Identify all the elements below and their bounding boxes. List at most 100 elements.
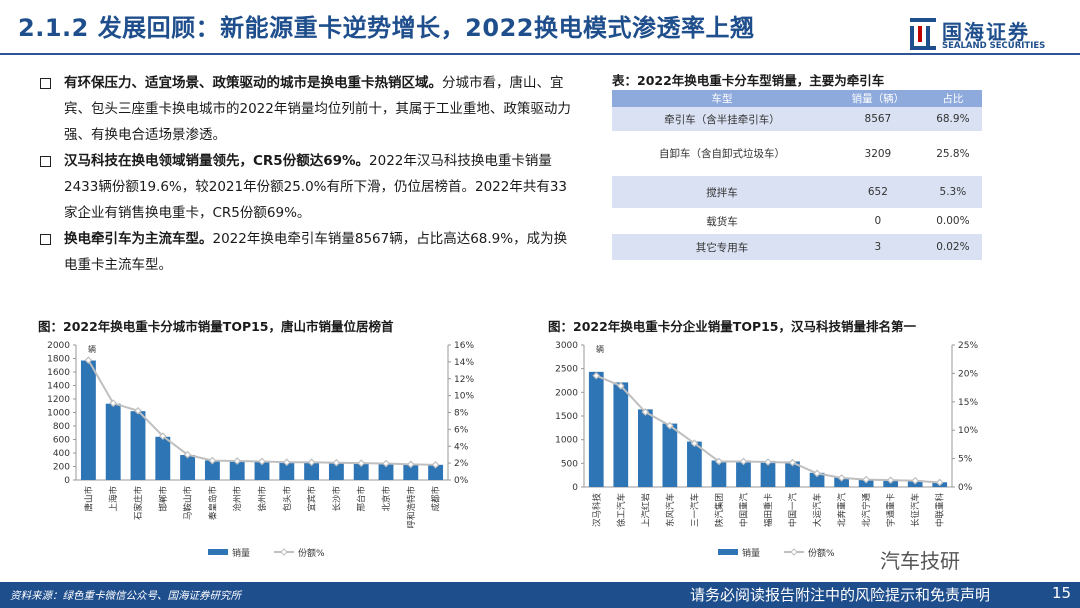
company-sales-chart: 0 500 1000 1500 2000 2500 3000 0% 5% 10% 15% 20% 25%… xyxy=(555,341,978,559)
x-tick-label: 徐州市 xyxy=(257,486,268,512)
bullet-bold: 有环保压力、适宜场景、政策驱动的城市是换电重卡热销区域。 xyxy=(64,75,442,91)
share-point xyxy=(84,356,93,365)
share-point xyxy=(764,458,772,466)
logo-text-cn: 国海证券 xyxy=(942,20,1030,44)
vehicle-type-table: 车型 销量（辆） 占比 牵引车（含半挂牵引车） 8567 68.9% 自卸车（含… xyxy=(612,90,982,260)
y2-tick-label: 25% xyxy=(958,341,978,351)
table-header-cell: 占比 xyxy=(923,90,982,107)
bar xyxy=(353,463,369,480)
share-point xyxy=(357,459,366,467)
x-tick-label: 北汽宁通 xyxy=(861,493,872,528)
bar xyxy=(130,411,146,480)
share-point xyxy=(886,476,895,485)
bar xyxy=(304,462,320,480)
y-tick-label: 1600 xyxy=(47,368,70,378)
y2-tick-label: 6% xyxy=(454,425,469,435)
y-tick-label: 600 xyxy=(53,436,70,446)
bar xyxy=(711,460,727,487)
logo-text-en: SEALAND SECURITIES xyxy=(942,41,1046,51)
bar xyxy=(403,464,419,480)
bullet-bold: 汉马科技在换电领域销量领先，CR5份额达69%。 xyxy=(64,153,370,169)
y-tick-label: 400 xyxy=(53,449,70,459)
y2-tick-label: 14% xyxy=(454,358,474,368)
table-cell: 5.3% xyxy=(923,176,982,208)
table-row: 牵引车（含半挂牵引车） 8567 68.9% xyxy=(612,107,982,131)
watermark-text: 汽车技研 xyxy=(880,549,960,573)
share-point xyxy=(183,450,192,459)
table-row: 自卸车（含自卸式垃圾车） 3209 25.8% xyxy=(612,131,982,176)
share-point xyxy=(641,408,650,416)
bullet-text: 分城市看，唐山、宜宾、包头三座重卡换电城市的2022年销量均位列前十，其属于工业… xyxy=(64,75,571,143)
y2-tick-label: 12% xyxy=(454,375,474,385)
bar xyxy=(809,472,825,487)
y-tick-label: 0 xyxy=(572,483,578,493)
legend-bar-swatch xyxy=(208,549,228,555)
bar xyxy=(428,464,444,480)
share-point xyxy=(911,476,920,485)
table-cell: 8567 xyxy=(832,107,924,131)
table-row: 载货车 0 0.00% xyxy=(612,208,982,234)
table-cell: 3 xyxy=(832,234,924,260)
table-cell: 3209 xyxy=(832,131,924,176)
bar xyxy=(613,382,629,487)
checkbox-bullet-icon xyxy=(40,234,51,245)
x-tick-label: 石家庄市 xyxy=(133,486,144,521)
share-point xyxy=(307,458,316,467)
bullet-item: 汉马科技在换电领域销量领先，CR5份额达69%。2022年汉马科技换电重卡销量2… xyxy=(40,148,580,226)
x-tick-label: 北京市 xyxy=(381,486,392,512)
share-point xyxy=(813,469,821,478)
x-tick-label: 中联重科 xyxy=(935,493,946,528)
bar xyxy=(180,455,196,480)
bullet-list: 有环保压力、适宜场景、政策驱动的城市是换电重卡热销区域。分城市看，唐山、宜宾、包… xyxy=(40,70,580,278)
x-tick-label: 大运汽车 xyxy=(812,493,823,527)
share-point xyxy=(788,458,797,467)
bar xyxy=(328,462,344,480)
share-point xyxy=(406,460,415,469)
share-point xyxy=(739,457,748,466)
table-cell: 652 xyxy=(832,176,924,208)
bar xyxy=(378,463,394,480)
chart-title-city: 图：2022年换电重卡分城市销量TOP15，唐山市销量位居榜首 xyxy=(38,319,394,334)
y-tick-label: 1000 xyxy=(47,409,70,419)
x-tick-label: 中国重汽 xyxy=(738,493,749,528)
sealand-logo-icon xyxy=(910,18,936,50)
share-point xyxy=(592,371,601,380)
chart-title-company: 图：2022年换电重卡分企业销量TOP15，汉马科技销量排名第一 xyxy=(548,319,917,334)
y2-tick-label: 20% xyxy=(958,369,978,379)
x-tick-label: 长征汽车 xyxy=(910,493,921,527)
x-tick-label: 福田重卡 xyxy=(763,493,774,528)
bar xyxy=(105,403,121,480)
y-tick-label: 2000 xyxy=(47,341,70,351)
share-point xyxy=(690,439,699,448)
legend-bar-swatch xyxy=(718,549,738,555)
table-cell: 自卸车（含自卸式垃圾车） xyxy=(612,131,833,176)
x-tick-label: 徐工汽车 xyxy=(616,493,627,527)
table-cell: 0.00% xyxy=(923,208,982,234)
x-tick-label: 成都市 xyxy=(431,486,442,512)
share-point xyxy=(837,474,846,482)
share-point xyxy=(862,475,870,484)
y-tick-label: 500 xyxy=(561,459,578,469)
y2-tick-label: 10% xyxy=(958,426,978,436)
bar xyxy=(204,460,220,480)
x-tick-label: 马鞍山市 xyxy=(183,486,194,521)
y-tick-label: 1800 xyxy=(47,355,70,365)
table-cell: 载货车 xyxy=(612,208,833,234)
table-row: 搅拌车 652 5.3% xyxy=(612,176,982,208)
x-tick-label: 宜宾市 xyxy=(307,486,318,512)
table-header-cell: 销量（辆） xyxy=(832,90,924,107)
x-tick-label: 沧州市 xyxy=(232,486,243,512)
table-cell: 搅拌车 xyxy=(612,176,833,208)
table-header-cell: 车型 xyxy=(612,90,833,107)
share-point xyxy=(616,382,625,390)
table-cell: 25.8% xyxy=(923,131,982,176)
share-point xyxy=(258,457,266,466)
x-tick-label: 上海市 xyxy=(108,486,119,512)
bar xyxy=(229,461,245,480)
bar xyxy=(736,460,751,487)
y-tick-label: 1000 xyxy=(555,436,578,446)
table-row: 其它专用车 3 0.02% xyxy=(612,234,982,260)
y-tick-label: 1500 xyxy=(555,412,578,422)
legend-label: 份额% xyxy=(298,547,325,559)
bullet-text: 2022年汉马科技换电重卡销量2433辆份额19.6%，较2021年份额25.0… xyxy=(64,153,568,221)
